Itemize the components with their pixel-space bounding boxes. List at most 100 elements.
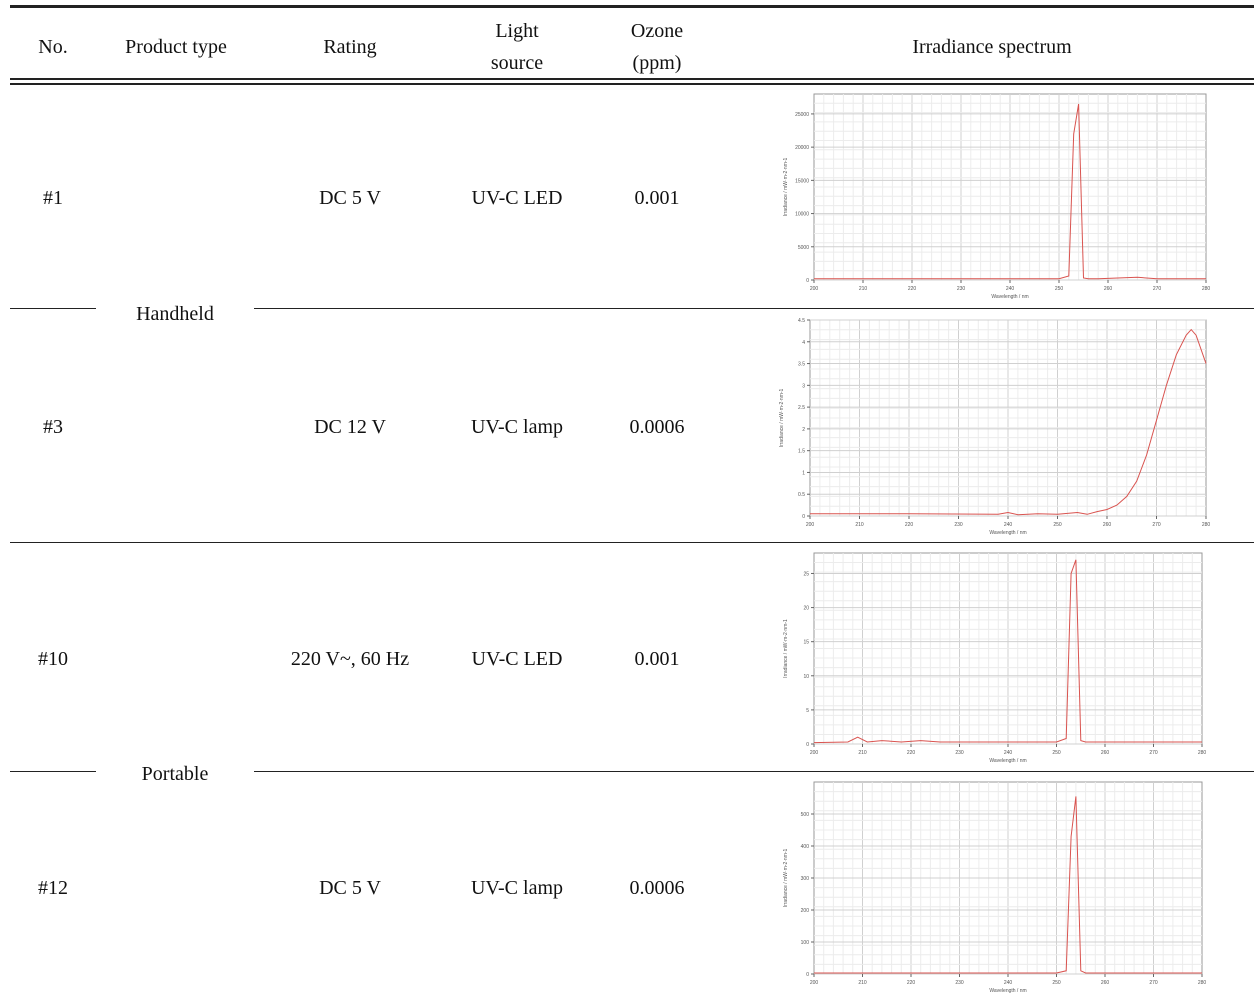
header-ozone-line2: (ppm) (632, 52, 682, 74)
y-tick-label: 20000 (795, 145, 809, 151)
header-product-type: Product type (125, 36, 227, 58)
x-tick-label: 250 (1052, 980, 1061, 986)
group-label-handheld: Handheld (136, 303, 214, 325)
row-4-ozone: 0.0006 (629, 877, 685, 899)
x-tick-label: 220 (907, 750, 916, 756)
x-tick-label: 230 (957, 286, 966, 292)
x-tick-label: 260 (1101, 980, 1110, 986)
spectrum-series-line (813, 559, 1202, 744)
grid (814, 782, 1202, 975)
x-tick-label: 250 (1053, 522, 1062, 528)
x-tick-label: 200 (810, 750, 819, 756)
row-4-no: #12 (38, 877, 68, 899)
row-3-rating: 220 V~, 60 Hz (290, 648, 410, 670)
row-rule-3-left (10, 771, 96, 772)
row-2-ozone: 0.0006 (629, 416, 685, 438)
y-tick-label: 4.5 (798, 318, 805, 324)
y-tick-label: 1 (802, 470, 805, 476)
grid (814, 94, 1206, 281)
x-tick-label: 250 (1052, 750, 1061, 756)
y-tick-label: 25 (803, 571, 809, 577)
y-tick-label: 3 (802, 383, 805, 389)
row-3-ozone: 0.001 (634, 648, 680, 670)
x-tick-label: 230 (954, 522, 963, 528)
y-axis-label: Irradiance / mW·m-2·nm-1 (779, 388, 785, 447)
header-light-source-line2: source (490, 52, 544, 74)
x-axis-label: Wavelength / nm (989, 988, 1026, 994)
x-tick-label: 210 (855, 522, 864, 528)
spectrum-series-line (810, 328, 1207, 516)
x-axis-label: Wavelength / nm (991, 294, 1028, 300)
header-no: No. (38, 36, 68, 58)
x-tick-label: 280 (1198, 750, 1207, 756)
x-tick-label: 220 (907, 980, 916, 986)
y-tick-label: 0 (806, 972, 809, 978)
row-3-no: #10 (38, 648, 68, 670)
row-3-light-source: UV-C LED (471, 648, 563, 670)
y-tick-label: 1.5 (798, 449, 805, 455)
x-tick-label: 270 (1149, 980, 1158, 986)
y-tick-label: 200 (801, 908, 810, 914)
y-tick-label: 2 (802, 427, 805, 433)
row-2-no: #3 (43, 416, 63, 438)
x-tick-label: 210 (859, 286, 868, 292)
x-tick-label: 200 (806, 522, 815, 528)
x-tick-label: 240 (1004, 750, 1013, 756)
y-tick-label: 400 (801, 844, 810, 850)
row-2-rating: DC 12 V (314, 416, 386, 438)
y-tick-label: 25000 (795, 112, 809, 118)
spectrum-chart-2: 200 210 220 230 240 250 260 270 280 0 0.5 1 1.5 2 2.5 3… (779, 318, 1211, 536)
x-tick-label: 200 (810, 980, 819, 986)
grid (814, 553, 1202, 745)
row-4-light-source: UV-C lamp (470, 877, 564, 899)
y-tick-label: 0 (806, 742, 809, 748)
header-double-rule-top (10, 78, 1254, 80)
spectrum-series-line (814, 796, 1202, 974)
row-rule-1-right (254, 308, 1254, 309)
y-tick-label: 0 (802, 514, 805, 520)
y-tick-label: 10000 (795, 212, 809, 218)
y-axis-label: Irradiance / mW·m-2·nm-1 (783, 157, 789, 216)
y-axis-label: Irradiance / mW·m-2·nm-1 (783, 848, 789, 907)
group-label-portable: Portable (141, 763, 209, 785)
y-tick-label: 100 (801, 940, 810, 946)
header-irradiance-spectrum: Irradiance spectrum (912, 36, 1072, 58)
x-tick-label: 270 (1152, 522, 1161, 528)
spectrum-chart-1: 200 210 220 230 240 250 260 270 280 0 5000 10000 150… (783, 93, 1210, 300)
y-tick-label: 20 (803, 606, 809, 612)
x-tick-label: 200 (810, 286, 819, 292)
x-tick-label: 240 (1004, 980, 1013, 986)
y-tick-label: 4 (802, 340, 805, 346)
x-axis-label: Wavelength / nm (989, 758, 1026, 764)
x-tick-label: 280 (1202, 522, 1211, 528)
row-rule-3-right (254, 771, 1254, 772)
row-rule-1-left (10, 308, 96, 309)
x-tick-label: 280 (1198, 980, 1207, 986)
y-tick-label: 0.5 (798, 492, 805, 498)
x-tick-label: 260 (1103, 522, 1112, 528)
header-double-rule-bottom (10, 83, 1254, 85)
grid (810, 319, 1206, 517)
x-tick-label: 240 (1006, 286, 1015, 292)
x-tick-label: 230 (955, 750, 964, 756)
spectrum-chart-3: 200 210 220 230 240 250 260 270 280 0 5 10 15 20 25 Wav… (783, 552, 1207, 764)
spectrum-series-line (814, 103, 1206, 280)
y-tick-label: 15 (803, 640, 809, 646)
x-tick-label: 270 (1153, 286, 1162, 292)
row-1-ozone: 0.001 (634, 187, 680, 209)
row-4-rating: DC 5 V (319, 877, 381, 899)
y-tick-label: 5000 (798, 245, 809, 251)
y-tick-label: 10 (803, 674, 809, 680)
x-tick-label: 230 (955, 980, 964, 986)
row-2-light-source: UV-C lamp (470, 416, 564, 438)
y-tick-label: 3.5 (798, 362, 805, 368)
y-axis-label: Irradiance / mW·m-2·nm-1 (783, 619, 789, 678)
header-ozone-line1: Ozone (630, 20, 684, 42)
y-tick-label: 500 (801, 812, 810, 818)
row-rule-2 (10, 542, 1254, 543)
y-tick-label: 5 (806, 708, 809, 714)
spectrum-chart-4: 200 210 220 230 240 250 260 270 280 0 100 200 300 400… (783, 781, 1207, 994)
x-tick-label: 210 (858, 980, 867, 986)
x-tick-label: 220 (908, 286, 917, 292)
x-tick-label: 250 (1055, 286, 1064, 292)
